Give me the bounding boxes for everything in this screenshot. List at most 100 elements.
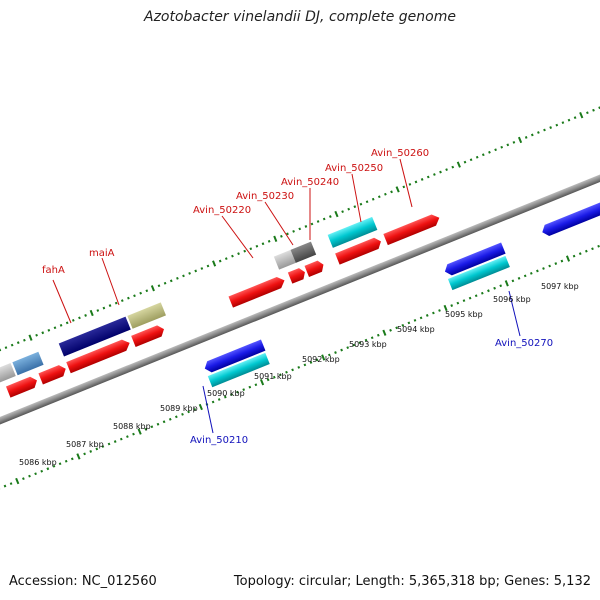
gene-left-gray[interactable] — [0, 363, 16, 383]
minor-tick — [365, 200, 369, 204]
minor-tick — [65, 321, 69, 325]
minor-tick — [156, 422, 160, 426]
minor-tick — [291, 368, 294, 372]
minor-tick — [298, 227, 302, 231]
minor-tick — [536, 269, 539, 273]
minor-tick — [242, 388, 246, 391]
minor-tick — [64, 459, 68, 463]
minor-tick — [560, 259, 564, 263]
gene-right-edge[interactable] — [540, 202, 600, 237]
major-tick — [15, 477, 20, 485]
axis-label: 5090 kbp — [207, 389, 245, 398]
gene-label[interactable]: Avin_50260 — [371, 148, 429, 159]
minor-tick — [249, 247, 253, 251]
minor-tick — [512, 141, 516, 144]
gene-Avin_50210[interactable] — [203, 339, 266, 375]
minor-tick — [267, 239, 271, 243]
minor-tick — [59, 323, 63, 327]
axis-labels: 5086 kbp 5087 kbp 5088 kbp 5089 kbp 5090… — [19, 282, 579, 467]
minor-tick — [555, 123, 559, 127]
reverse-axis-ticks — [0, 244, 600, 490]
major-tick — [395, 186, 400, 193]
minor-tick — [370, 336, 374, 340]
reverse-gene-labels: Avin_50210 Avin_50270 — [190, 338, 553, 446]
gene-Avin_50270-cyan[interactable] — [447, 255, 510, 291]
gene-label[interactable]: Avin_50240 — [281, 177, 339, 188]
cds-fahA-2[interactable] — [38, 363, 68, 385]
minor-tick — [425, 314, 429, 317]
cds-Avin_50220[interactable] — [228, 275, 286, 308]
gene-Avin_50230[interactable] — [273, 249, 296, 270]
minor-tick — [529, 272, 533, 275]
minor-tick — [445, 168, 448, 171]
major-tick — [334, 210, 339, 218]
gene-label[interactable]: Avin_50270 — [495, 338, 553, 349]
cds-maiA-a[interactable] — [66, 337, 132, 374]
minor-tick — [408, 183, 412, 186]
genome-backbone — [0, 138, 600, 461]
gene-Avin_50240[interactable] — [290, 241, 317, 263]
gene-fahA[interactable] — [12, 351, 44, 376]
axis-label: 5092 kbp — [302, 355, 340, 364]
axis-label: 5096 kbp — [493, 295, 531, 304]
minor-tick — [359, 202, 363, 206]
minor-tick — [327, 353, 331, 357]
minor-tick — [439, 170, 442, 174]
minor-tick — [456, 301, 460, 305]
gene-label[interactable]: fahA — [42, 265, 65, 276]
cds-Avin_50260[interactable] — [383, 212, 441, 246]
minor-tick — [493, 286, 496, 290]
minor-tick — [101, 445, 105, 448]
minor-tick — [224, 257, 228, 260]
minor-tick — [285, 370, 288, 374]
cds-fahA[interactable] — [5, 375, 39, 398]
gene-label[interactable]: Avin_50220 — [193, 205, 251, 216]
minor-tick — [530, 133, 534, 137]
minor-tick — [248, 385, 252, 389]
minor-tick — [211, 400, 215, 404]
minor-tick — [578, 252, 582, 256]
label-leader-lines — [52, 158, 521, 434]
major-tick — [273, 235, 278, 242]
minor-tick — [494, 148, 497, 152]
minor-tick — [96, 309, 100, 312]
cds-Avin_50240[interactable] — [304, 259, 326, 277]
gene-maiA-region[interactable] — [58, 316, 131, 357]
minor-tick — [102, 306, 106, 310]
cds-maiA-b[interactable] — [131, 324, 166, 347]
minor-tick — [46, 467, 50, 471]
minor-tick — [163, 281, 167, 285]
gene-Avin_50270[interactable] — [443, 242, 506, 277]
cds-Avin_50250[interactable] — [335, 236, 383, 265]
minor-tick — [561, 121, 565, 124]
gene-label[interactable]: Avin_50210 — [190, 435, 248, 446]
gene-maiA[interactable] — [127, 302, 166, 329]
minor-tick — [303, 363, 307, 367]
minor-tick — [384, 192, 387, 196]
gene-label[interactable]: Avin_50250 — [325, 163, 383, 174]
minor-tick — [591, 247, 594, 251]
minor-tick — [426, 175, 430, 179]
gene-Avin_50210-cyan[interactable] — [207, 352, 270, 388]
axis-label: 5087 kbp — [66, 440, 104, 449]
minor-tick — [127, 296, 130, 300]
gene-label[interactable]: maiA — [89, 248, 115, 259]
minor-tick — [16, 341, 20, 345]
minor-tick — [475, 155, 479, 159]
minor-tick — [236, 390, 239, 394]
gene-label[interactable]: Avin_50230 — [236, 191, 294, 202]
minor-tick — [10, 343, 14, 347]
minor-tick — [108, 304, 112, 307]
cds-Avin_50230[interactable] — [287, 267, 307, 284]
gene-Avin_50250[interactable] — [327, 216, 378, 248]
minor-tick — [292, 230, 295, 233]
minor-tick — [132, 432, 135, 436]
minor-tick — [402, 185, 406, 189]
minor-tick — [113, 440, 117, 443]
axis-label: 5097 kbp — [541, 282, 579, 291]
minor-tick — [145, 289, 149, 293]
minor-tick — [407, 321, 411, 325]
minor-tick — [346, 346, 350, 349]
forward-axis-ticks — [0, 106, 600, 352]
minor-tick — [390, 190, 393, 194]
